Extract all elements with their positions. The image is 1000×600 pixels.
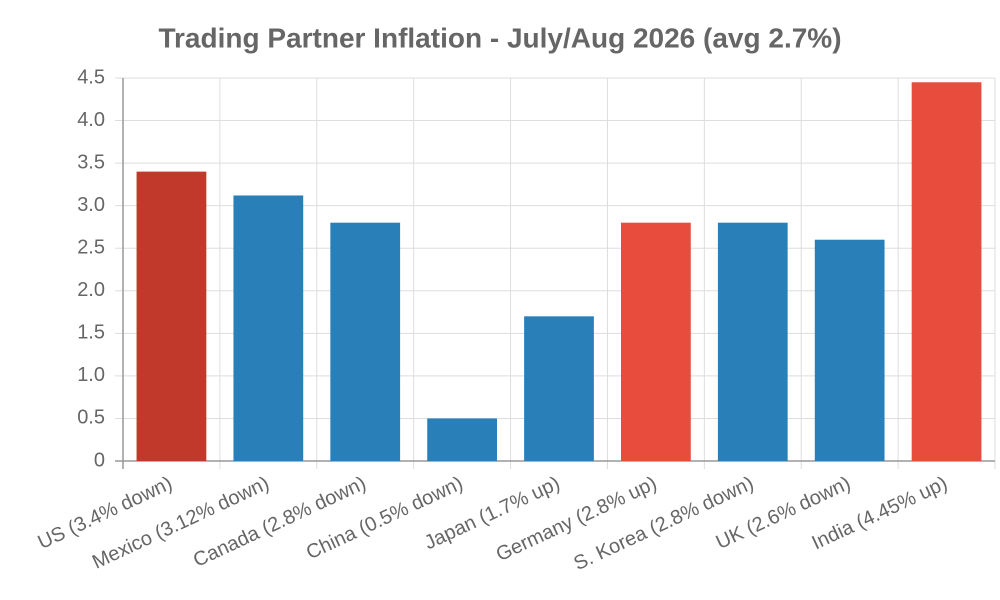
x-tick-label: Canada (2.8% down) <box>190 472 370 571</box>
y-tick-label: 0.5 <box>77 407 105 429</box>
x-tick-label: Mexico (3.12% down) <box>89 472 273 573</box>
y-tick-label: 4.0 <box>77 109 105 131</box>
chart-title: Trading Partner Inflation - July/Aug 202… <box>158 22 841 53</box>
bar <box>427 418 497 461</box>
y-tick-label: 1.0 <box>77 364 105 386</box>
x-tick-label: S. Korea (2.8% down) <box>571 472 758 575</box>
bar <box>330 222 401 461</box>
y-tick-label: 3.0 <box>77 194 105 216</box>
y-tick-label: 2.0 <box>77 279 105 301</box>
y-tick-label: 4.5 <box>77 66 105 88</box>
bar <box>136 171 207 461</box>
y-tick-label: 0 <box>94 449 105 471</box>
x-tick-label: China (0.5% down) <box>303 472 466 564</box>
bar <box>621 222 691 461</box>
bar <box>233 195 304 461</box>
bar <box>814 239 885 461</box>
bar <box>911 82 982 461</box>
y-tick-label: 3.5 <box>77 151 105 173</box>
bar <box>524 316 594 461</box>
y-tick-label: 2.5 <box>77 237 105 259</box>
bar <box>717 222 788 461</box>
y-tick-label: 1.5 <box>77 322 105 344</box>
